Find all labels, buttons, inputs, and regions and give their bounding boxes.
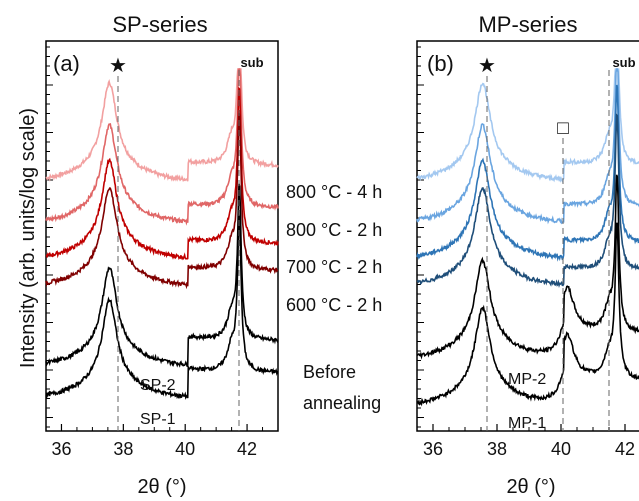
x-tick-label: 42 bbox=[237, 439, 257, 459]
series-line-mp-2 bbox=[416, 84, 639, 262]
panel-b-title: MP-series bbox=[478, 12, 577, 37]
series-line-sp-1 bbox=[45, 68, 279, 226]
series-line-sp-5 bbox=[45, 214, 279, 400]
condition-label-700-2h: 700 °C - 2 h bbox=[286, 257, 382, 277]
series-line-mp-0 bbox=[416, 68, 639, 183]
panel-a-x-tick-labels: 36 38 40 42 bbox=[51, 439, 257, 459]
before-annealing-line1: Before bbox=[303, 362, 356, 382]
condition-label-600-2h: 600 °C - 2 h bbox=[286, 295, 382, 315]
panel-b-label-mp2: MP-2 bbox=[508, 371, 546, 388]
panel-a-curves bbox=[45, 68, 279, 400]
panel-b-x-tick-labels: 36 38 40 42 bbox=[423, 439, 635, 459]
panel-a: SP-series (a) ★ sub SP-2 SP-1 36 38 40 42 2… bbox=[45, 12, 279, 498]
panel-b-xlabel: 2θ (°) bbox=[506, 476, 555, 498]
panel-a-xlabel: 2θ (°) bbox=[137, 476, 186, 498]
condition-label-800-4h: 800 °C - 4 h bbox=[286, 182, 382, 202]
condition-label-800-2h: 800 °C - 2 h bbox=[286, 220, 382, 240]
x-tick-label: 36 bbox=[423, 439, 443, 459]
panel-a-label: (a) bbox=[53, 51, 80, 76]
series-line-sp-2 bbox=[45, 86, 279, 261]
panel-b-curves bbox=[416, 68, 639, 407]
panel-a-star-marker: ★ bbox=[109, 55, 127, 77]
before-annealing-line2: annealing bbox=[303, 393, 381, 413]
y-axis-label: Intensity (arb. units/log scale) bbox=[17, 108, 39, 368]
panel-b-square-marker: □ bbox=[557, 118, 569, 139]
panel-a-label-sp2: SP-2 bbox=[140, 377, 176, 394]
x-tick-label: 36 bbox=[51, 439, 71, 459]
x-tick-label: 42 bbox=[615, 439, 635, 459]
panel-b: MP-series (b) ★ □ sub MP-2 MP-1 36 38 40 42… bbox=[416, 12, 639, 498]
x-tick-label: 40 bbox=[551, 439, 571, 459]
panel-b-frame bbox=[416, 40, 639, 432]
series-line-mp-3 bbox=[416, 113, 639, 288]
x-tick-label: 38 bbox=[113, 439, 133, 459]
panel-a-title: SP-series bbox=[112, 12, 207, 37]
x-tick-label: 40 bbox=[175, 439, 195, 459]
panel-b-star-marker: ★ bbox=[478, 55, 496, 77]
series-line-mp-4 bbox=[416, 174, 639, 360]
panel-b-label-mp1: MP-1 bbox=[508, 415, 546, 432]
panel-b-label: (b) bbox=[427, 51, 454, 76]
x-tick-label: 38 bbox=[487, 439, 507, 459]
panel-a-frame bbox=[45, 40, 279, 432]
panel-a-label-sp1: SP-1 bbox=[140, 411, 176, 428]
panel-a-ticks bbox=[45, 46, 279, 431]
series-line-mp-1 bbox=[416, 68, 639, 225]
panel-a-sub-marker: sub bbox=[240, 55, 263, 70]
panel-b-sub-marker: sub bbox=[612, 55, 635, 70]
series-line-mp-5 bbox=[416, 222, 639, 407]
